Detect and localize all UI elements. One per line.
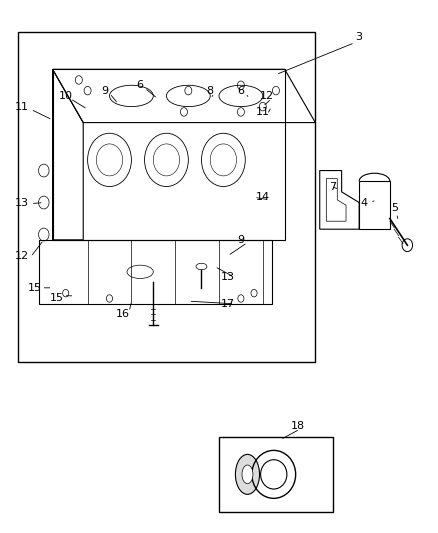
Text: 9: 9 — [237, 235, 244, 245]
Text: 13: 13 — [221, 272, 235, 282]
Text: 4: 4 — [360, 198, 367, 207]
Text: 10: 10 — [59, 91, 73, 101]
Text: 6: 6 — [137, 80, 144, 90]
Bar — [219, 437, 333, 512]
Bar — [18, 32, 315, 362]
Text: 11: 11 — [256, 107, 270, 117]
Text: 11: 11 — [15, 102, 29, 111]
Text: 12: 12 — [15, 251, 29, 261]
Text: 13: 13 — [15, 198, 29, 207]
Text: 9: 9 — [102, 86, 109, 95]
Ellipse shape — [242, 465, 253, 484]
Text: 8: 8 — [207, 86, 214, 95]
Text: 12: 12 — [260, 91, 274, 101]
Text: 15: 15 — [50, 294, 64, 303]
Text: 17: 17 — [221, 299, 235, 309]
Text: 6: 6 — [237, 86, 244, 95]
Text: 3: 3 — [356, 33, 363, 42]
Text: 16: 16 — [116, 310, 130, 319]
Text: 14: 14 — [256, 192, 270, 202]
Text: 18: 18 — [291, 422, 305, 431]
Text: 15: 15 — [28, 283, 42, 293]
Text: 5: 5 — [391, 203, 398, 213]
Ellipse shape — [196, 263, 207, 270]
Ellipse shape — [235, 454, 259, 495]
Text: 7: 7 — [329, 182, 336, 191]
